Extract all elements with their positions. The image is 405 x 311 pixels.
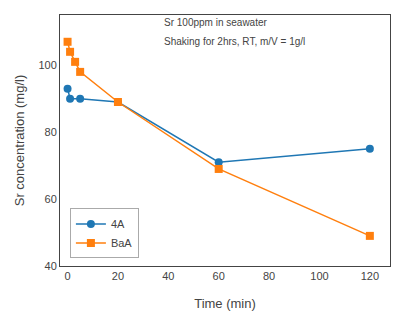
svg-text:BaA: BaA bbox=[111, 237, 132, 249]
svg-text:Sr concentration (mg/l): Sr concentration (mg/l) bbox=[12, 75, 27, 207]
svg-text:60: 60 bbox=[45, 193, 57, 205]
svg-text:80: 80 bbox=[45, 126, 57, 138]
svg-text:40: 40 bbox=[162, 270, 174, 282]
svg-text:0: 0 bbox=[64, 270, 70, 282]
svg-text:Time (min): Time (min) bbox=[194, 296, 256, 311]
svg-text:100: 100 bbox=[38, 59, 56, 71]
svg-text:80: 80 bbox=[263, 270, 275, 282]
svg-text:Sr 100ppm in seawater: Sr 100ppm in seawater bbox=[164, 17, 268, 28]
svg-text:4A: 4A bbox=[111, 218, 125, 230]
svg-text:60: 60 bbox=[213, 270, 225, 282]
svg-text:Shaking for 2hrs, RT, m/V = 1g: Shaking for 2hrs, RT, m/V = 1g/l bbox=[164, 36, 305, 47]
svg-text:100: 100 bbox=[310, 270, 328, 282]
svg-text:120: 120 bbox=[361, 270, 379, 282]
svg-text:20: 20 bbox=[112, 270, 124, 282]
svg-text:40: 40 bbox=[45, 260, 57, 272]
